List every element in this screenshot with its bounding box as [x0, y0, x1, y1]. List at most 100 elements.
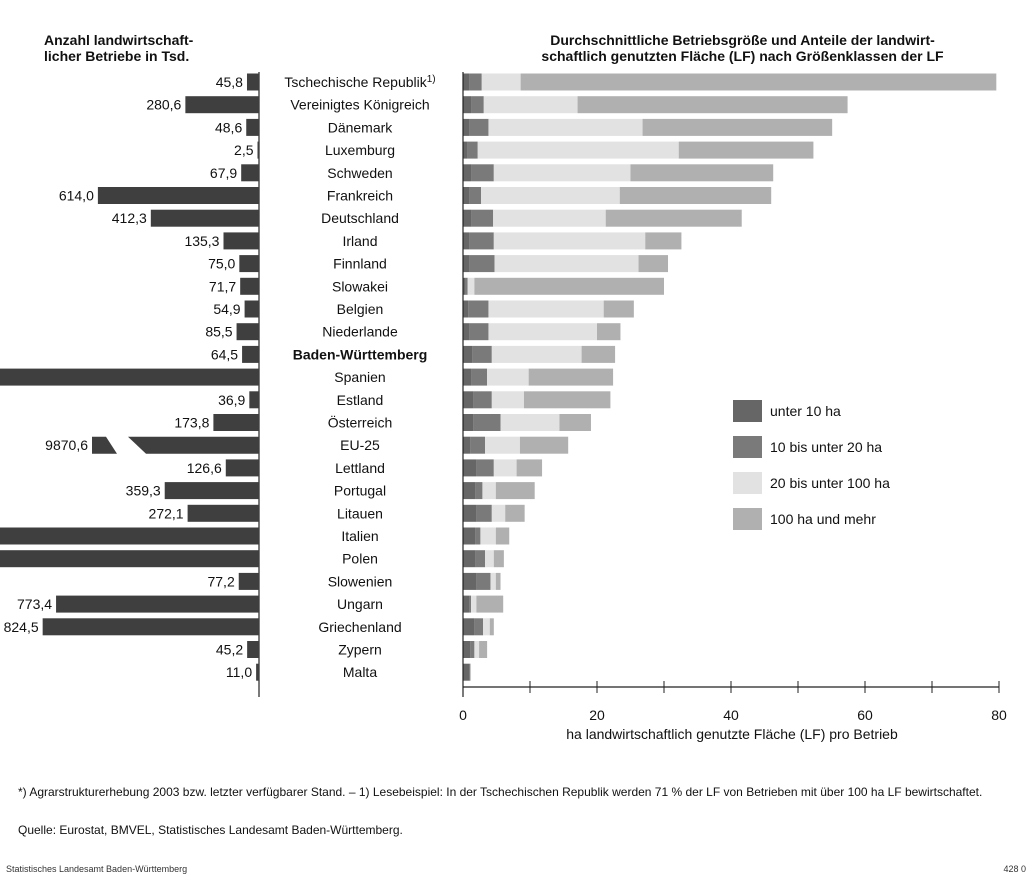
country-label: Slowenien — [328, 573, 393, 589]
farms-bar — [246, 73, 259, 91]
stacked-segment — [642, 118, 833, 136]
stacked-segment — [463, 595, 470, 613]
farms-bar — [0, 550, 259, 568]
country-label: Malta — [343, 664, 377, 680]
stacked-segment — [463, 96, 472, 114]
stacked-segment — [483, 618, 490, 636]
stacked-segment — [491, 345, 582, 363]
farms-value-label: 824,5 — [4, 619, 39, 635]
stacked-segment — [474, 618, 484, 636]
legend-label: 10 bis unter 20 ha — [770, 439, 882, 455]
stacked-segment — [581, 345, 616, 363]
stacked-segment — [469, 118, 489, 136]
legend-label: unter 10 ha — [770, 403, 841, 419]
stacked-segment — [469, 663, 471, 681]
stacked-segment — [597, 323, 621, 341]
farms-bar — [225, 459, 259, 477]
farms-bar — [187, 504, 259, 522]
stacked-segment — [465, 277, 468, 295]
farms-value-label: 280,6 — [146, 97, 181, 113]
stacked-segment — [463, 187, 470, 204]
country-label: Finnland — [333, 256, 387, 272]
stacked-segment — [483, 96, 578, 114]
stacked-segment — [493, 232, 646, 250]
x-tick-label: 80 — [991, 707, 1007, 723]
stacked-segment — [470, 436, 486, 454]
farms-bar — [256, 663, 259, 681]
x-tick-label: 40 — [723, 707, 739, 723]
stacked-segment — [471, 368, 488, 386]
farms-bar — [185, 96, 259, 114]
farms-value-label: 173,8 — [174, 415, 209, 431]
country-label: Luxemburg — [325, 142, 395, 158]
stacked-segment — [493, 550, 504, 568]
country-label: Griechenland — [318, 619, 401, 635]
stacked-segment — [469, 595, 472, 613]
farms-bar — [0, 368, 259, 386]
stacked-segment — [469, 232, 494, 250]
stacked-segment — [516, 459, 543, 477]
stacked-segment — [463, 436, 471, 454]
source-note: Quelle: Eurostat, BMVEL, Statistisches L… — [18, 823, 403, 837]
farms-bar — [257, 141, 259, 159]
stacked-segment — [476, 572, 491, 590]
farms-bar — [242, 345, 259, 363]
farms-value-label: 48,6 — [215, 119, 242, 135]
farms-bar — [246, 118, 259, 136]
country-label: Slowakei — [332, 278, 388, 294]
legend-swatch — [733, 508, 762, 530]
country-label: Dänemark — [328, 119, 394, 135]
stacked-segment — [463, 323, 470, 341]
country-label: Niederlande — [322, 324, 398, 340]
legend-swatch — [733, 436, 762, 458]
country-label: Belgien — [337, 301, 384, 317]
stacked-segment — [463, 527, 476, 545]
country-label: Tschechische Republik1) — [284, 74, 435, 90]
stacked-segment — [489, 618, 494, 636]
farms-bar — [238, 572, 259, 590]
farms-bar — [240, 277, 259, 295]
stacked-segment — [645, 232, 682, 250]
country-label: Lettland — [335, 460, 385, 476]
stacked-segment — [475, 482, 483, 500]
stacked-segment — [519, 436, 569, 454]
country-label: Vereinigtes Königreich — [290, 97, 429, 113]
legend-label: 20 bis unter 100 ha — [770, 475, 890, 491]
stacked-segment — [493, 164, 631, 182]
farms-bar-eu25-main — [128, 436, 259, 454]
stacked-segment — [638, 255, 669, 273]
stacked-segment — [528, 368, 614, 386]
stacked-segment — [463, 300, 469, 318]
stacked-segment — [485, 550, 494, 568]
farms-bar — [239, 255, 259, 273]
farms-bar — [150, 209, 259, 227]
stacked-segment — [463, 73, 470, 91]
legend-swatch — [733, 472, 762, 494]
country-label: Litauen — [337, 505, 383, 521]
stacked-segment — [463, 414, 474, 431]
stacked-segment — [495, 572, 501, 590]
stacked-segment — [463, 572, 477, 590]
stacked-segment — [463, 232, 470, 250]
stacked-segment — [577, 96, 848, 114]
country-footnote-mark: 1) — [427, 74, 436, 85]
stacked-segment — [474, 277, 664, 295]
stacked-segment — [488, 118, 643, 136]
stacked-segment — [473, 414, 501, 431]
stacked-segment — [471, 164, 494, 182]
stacked-segment — [471, 209, 494, 227]
stacked-segment — [463, 345, 473, 363]
stacked-segment — [523, 391, 611, 409]
country-label: EU-25 — [340, 437, 380, 453]
stacked-segment — [470, 641, 475, 658]
farms-bar — [223, 232, 259, 250]
farms-value-label: 359,3 — [126, 483, 161, 499]
farms-value-label: 412,3 — [112, 210, 147, 226]
stacked-segment — [476, 459, 494, 477]
farms-bar — [97, 187, 259, 204]
farms-bar — [56, 595, 259, 613]
stacked-segment — [488, 323, 597, 341]
stacked-segment — [490, 572, 496, 590]
stacked-segment — [495, 482, 535, 500]
x-tick-label: 20 — [589, 707, 605, 723]
